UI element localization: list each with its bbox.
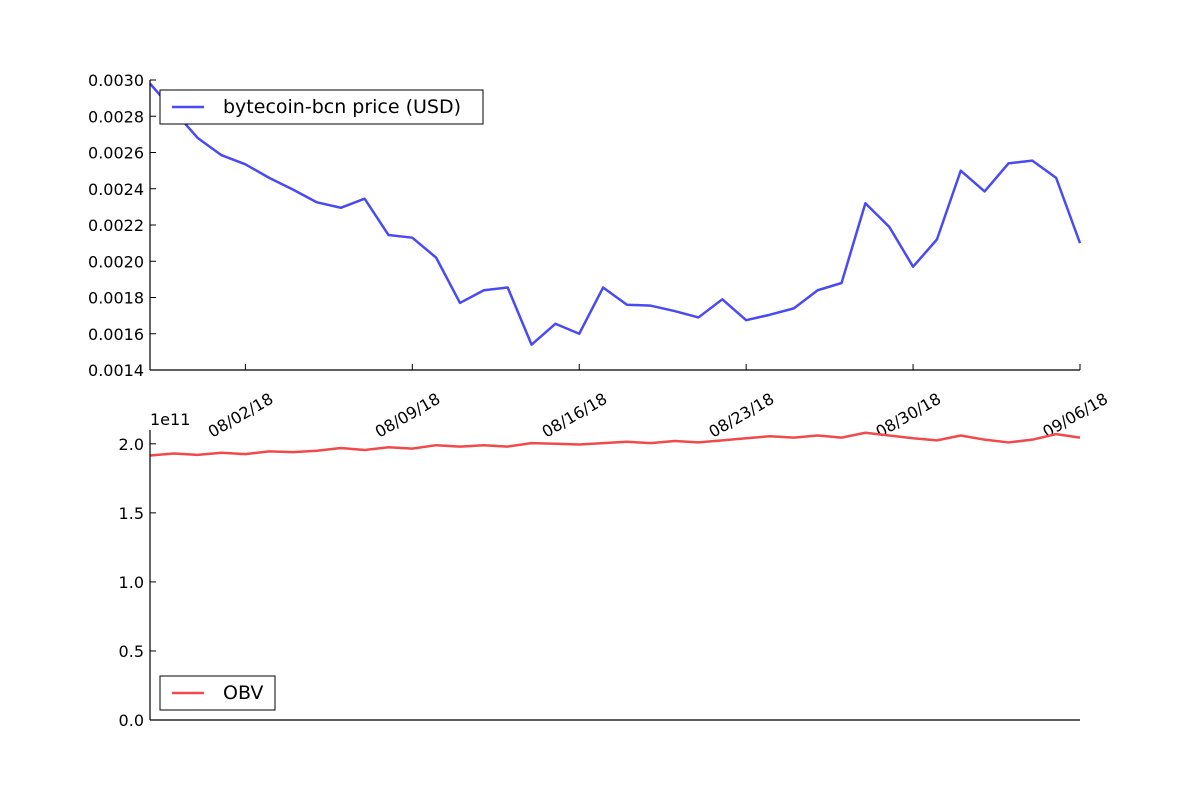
series-line — [149, 82, 1082, 346]
price-panel: 0.0014 0.0016 0.0018 0.0020 0.0022 0.0024 0.00… — [88, 71, 1111, 441]
y-tick-label: 0.0016 — [88, 325, 144, 344]
y-tick-label: 0.0028 — [88, 107, 144, 126]
obv-panel: 0.0 0.5 1.0 1.5 2.0 1e11 OBV — [119, 410, 1081, 730]
y-tick-label: 0.0030 — [88, 71, 144, 90]
legend-box — [159, 89, 484, 125]
legend: OBV — [159, 675, 276, 711]
x-tick-label: 08/09/18 — [372, 389, 444, 441]
y-tick-label: 1.0 — [119, 573, 144, 592]
y-tick-label: 0.0 — [119, 711, 144, 730]
x-tick-label: 09/06/18 — [1039, 389, 1111, 441]
y-tick-label: 0.0014 — [88, 361, 144, 380]
x-tick-label: 08/02/18 — [205, 389, 277, 441]
y-tick-label: 0.0020 — [88, 252, 144, 271]
legend-label: bytecoin-bcn price (USD) — [223, 96, 461, 118]
y-tick-label: 0.0018 — [88, 289, 144, 308]
x-tick-label: 08/23/18 — [706, 389, 778, 441]
axis-offset-label: 1e11 — [150, 410, 190, 429]
y-tick-label: 1.5 — [119, 504, 144, 523]
legend: bytecoin-bcn price (USD) — [159, 89, 484, 125]
x-tick-label: 08/16/18 — [539, 389, 611, 441]
y-tick-label: 2.0 — [119, 435, 144, 454]
y-tick-label: 0.0026 — [88, 144, 144, 163]
legend-label: OBV — [223, 682, 263, 704]
y-tick-label: 0.0024 — [88, 180, 144, 199]
y-tick-label: 0.0022 — [88, 216, 144, 235]
series-line — [149, 431, 1081, 457]
y-tick-label: 0.5 — [119, 642, 144, 661]
